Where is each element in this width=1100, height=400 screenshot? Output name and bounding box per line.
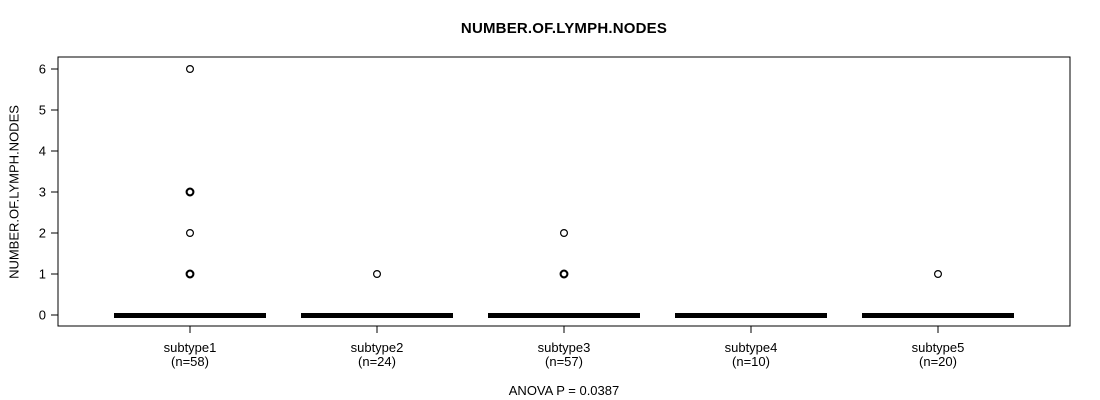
box-median-bar bbox=[301, 313, 453, 318]
y-tick-label: 6 bbox=[39, 62, 46, 77]
y-tick-label: 3 bbox=[39, 185, 46, 200]
plot-frame bbox=[57, 56, 1071, 327]
y-tick-label: 1 bbox=[39, 267, 46, 282]
box-median-bar bbox=[862, 313, 1014, 318]
x-category-label: subtype3 bbox=[538, 340, 591, 355]
outlier-point bbox=[185, 269, 195, 279]
x-category-label: subtype2 bbox=[351, 340, 404, 355]
y-tick-label: 5 bbox=[39, 103, 46, 118]
outlier-point bbox=[933, 270, 942, 279]
anova-p-note: ANOVA P = 0.0387 bbox=[508, 383, 620, 398]
x-category-label: subtype1 bbox=[164, 340, 217, 355]
box-median-bar bbox=[114, 313, 266, 318]
y-tick-label: 0 bbox=[39, 308, 46, 323]
y-tick-label: 4 bbox=[39, 144, 46, 159]
box-median-bar bbox=[488, 313, 640, 318]
outlier-point bbox=[559, 229, 568, 238]
chart-title: NUMBER.OF.LYMPH.NODES bbox=[460, 20, 668, 37]
x-category-count: (n=57) bbox=[545, 354, 583, 369]
x-category-label: subtype5 bbox=[912, 340, 965, 355]
x-category-count: (n=20) bbox=[919, 354, 957, 369]
outlier-point bbox=[559, 269, 569, 279]
x-category-count: (n=10) bbox=[732, 354, 770, 369]
x-category-count: (n=24) bbox=[358, 354, 396, 369]
outlier-point bbox=[373, 270, 382, 279]
y-tick-label: 2 bbox=[39, 226, 46, 241]
box-median-bar bbox=[675, 313, 827, 318]
x-category-count: (n=58) bbox=[171, 354, 209, 369]
outlier-point bbox=[185, 187, 195, 197]
x-category-label: subtype4 bbox=[725, 340, 778, 355]
outlier-point bbox=[186, 64, 195, 73]
outlier-point bbox=[186, 229, 195, 238]
y-axis-title: NUMBER.OF.LYMPH.NODES bbox=[6, 105, 22, 279]
